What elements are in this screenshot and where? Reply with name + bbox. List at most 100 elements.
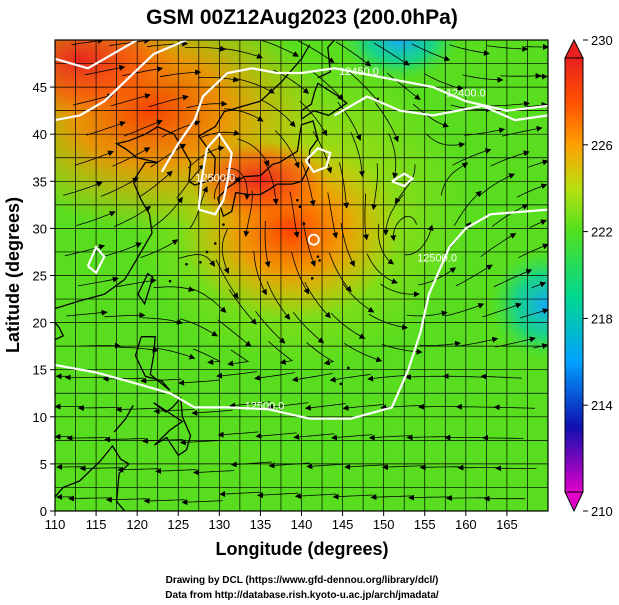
streamline [122,66,164,77]
streamline [230,461,272,468]
colorbar-label: 214 [591,398,613,413]
streamline [455,403,498,410]
streamline [84,64,126,76]
streamline [77,405,120,411]
streamline [444,303,485,317]
streamline [104,436,146,443]
island-dot [316,255,320,258]
streamline [412,103,450,128]
island-dot [318,259,321,262]
streamline [79,465,121,472]
streamline [327,192,339,239]
streamline [419,464,461,471]
streamline [340,222,355,267]
streamline [350,132,365,178]
temperature-field-hot-jp [190,140,330,220]
streamline [104,312,146,319]
streamline [519,308,548,319]
streamline [368,313,409,331]
streamline [331,434,373,441]
streamline [140,377,182,384]
streamline [368,434,411,441]
streamline [222,48,263,59]
streamline [221,229,230,275]
streamline [426,133,466,148]
graticule [55,40,548,511]
y-tick-label: 5 [40,457,47,472]
streamline [343,342,383,363]
streamline [528,159,548,168]
streamline [151,196,183,228]
streamline [406,310,448,317]
island-dot [168,279,172,283]
island-dot [185,262,188,266]
streamline [419,340,461,347]
streamline [187,145,225,169]
streamline [192,469,235,476]
colorbar-top-triangle [564,38,584,59]
streamline [260,40,299,57]
island-dot [298,205,302,209]
streamline [225,168,251,200]
island-dot [339,382,343,386]
streamline [455,264,493,287]
streamline [184,45,226,52]
streamline [253,250,267,296]
streamline [155,468,197,475]
streamline [440,162,469,196]
island-dot [310,277,314,280]
streamline [298,40,335,64]
streamline [66,309,108,317]
credit-data: Data from http://database.rish.kyoto-u.a… [165,590,439,601]
streamline [501,125,543,137]
streamline [493,269,533,288]
streamline [224,108,264,122]
streamline [66,435,108,442]
streamline [518,243,548,258]
streamline [86,120,126,136]
colorbar-labels: 210 214 218 222 226 230 [583,33,613,519]
streamline [457,336,499,347]
streamline [74,150,115,166]
streamline [533,343,548,349]
streamline [115,406,157,413]
streamline [367,375,409,382]
streamline [488,100,530,107]
coast-segment [428,40,430,41]
streamline [418,267,456,286]
contour-line [55,40,187,122]
streamline [117,466,159,473]
streamline [337,101,362,142]
streamline [148,94,189,108]
streamline [179,318,218,337]
streamline [375,102,399,143]
y-tick-label: 45 [33,80,47,95]
streamline [178,379,220,386]
streamline [192,348,222,366]
x-tick-label: 130 [208,517,230,532]
contour-line [86,245,106,275]
y-tick-label: 25 [33,269,47,284]
streamline [411,43,451,62]
streamline [394,164,416,205]
streamline [493,404,535,411]
streamline [142,317,183,325]
streamline [263,160,279,205]
streamline [215,259,239,300]
streamline [366,253,398,284]
x-tick-label: 110 [45,517,66,532]
streamline [73,93,114,106]
streamline [406,434,448,441]
colorbar-label: 218 [591,311,613,326]
streamline [153,408,195,415]
contour-label: 12500.0 [417,252,457,264]
streamline [330,312,366,339]
streamline [102,242,143,258]
streamline [264,220,271,268]
streamline [462,74,504,83]
contour-label: 12500.0 [245,400,285,412]
streamline [254,372,295,381]
streamline [500,72,542,79]
streamline [373,42,410,66]
